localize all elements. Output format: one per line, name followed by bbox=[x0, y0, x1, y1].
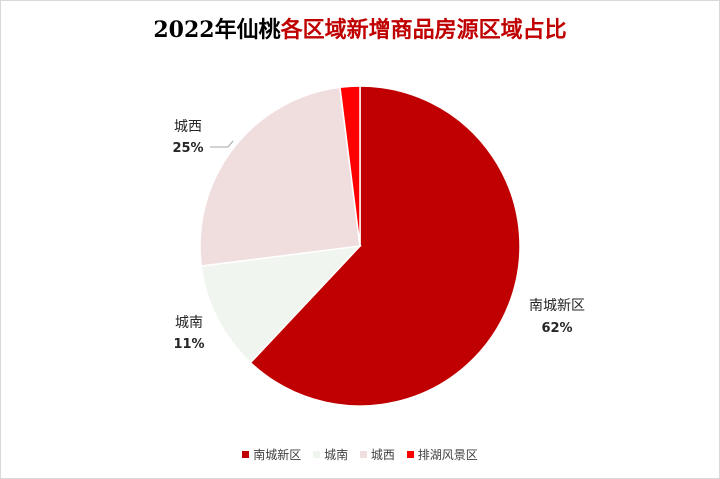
legend-swatch bbox=[242, 451, 250, 458]
data-label-name-nancheng: 南城新区 bbox=[529, 298, 585, 314]
legend-label: 排湖风景区 bbox=[417, 448, 478, 462]
data-label-pct-chengxi: 25% bbox=[172, 141, 203, 156]
legend-label: 城西 bbox=[370, 448, 395, 462]
legend-item-chengnan: 城南 bbox=[313, 446, 348, 463]
pie-slice-nancheng bbox=[249, 85, 521, 407]
legend-item-paihu: 排湖风景区 bbox=[406, 446, 478, 463]
legend-item-chengxi: 城西 bbox=[359, 446, 395, 463]
legend-swatch bbox=[359, 451, 367, 458]
legend-item-nancheng: 南城新区 bbox=[242, 446, 301, 463]
data-label-name-chengnan: 城南 bbox=[175, 315, 203, 331]
leader-line-chengxi bbox=[210, 140, 234, 148]
chart-title: 2022年仙桃各区域新增商品房源区域占比 bbox=[0, 12, 720, 44]
pie-slice-chengnan bbox=[200, 244, 362, 364]
legend: 南城新区 城南 城西 排湖风景区 bbox=[0, 446, 720, 463]
legend-label: 城南 bbox=[324, 448, 349, 462]
data-label-pct-nancheng: 62% bbox=[541, 321, 572, 336]
data-label-name-chengxi: 城西 bbox=[174, 119, 202, 135]
data-label-pct-chengnan: 11% bbox=[173, 337, 204, 352]
legend-label: 南城新区 bbox=[253, 448, 302, 462]
pie-slice-paihu bbox=[339, 85, 361, 247]
title-accent: 各区域新增商品房源区域占比 bbox=[280, 17, 567, 43]
title-prefix: 2022年仙桃 bbox=[153, 17, 281, 43]
pie-slice-chengxi bbox=[199, 86, 361, 267]
legend-swatch bbox=[406, 451, 414, 458]
legend-swatch bbox=[313, 451, 321, 458]
